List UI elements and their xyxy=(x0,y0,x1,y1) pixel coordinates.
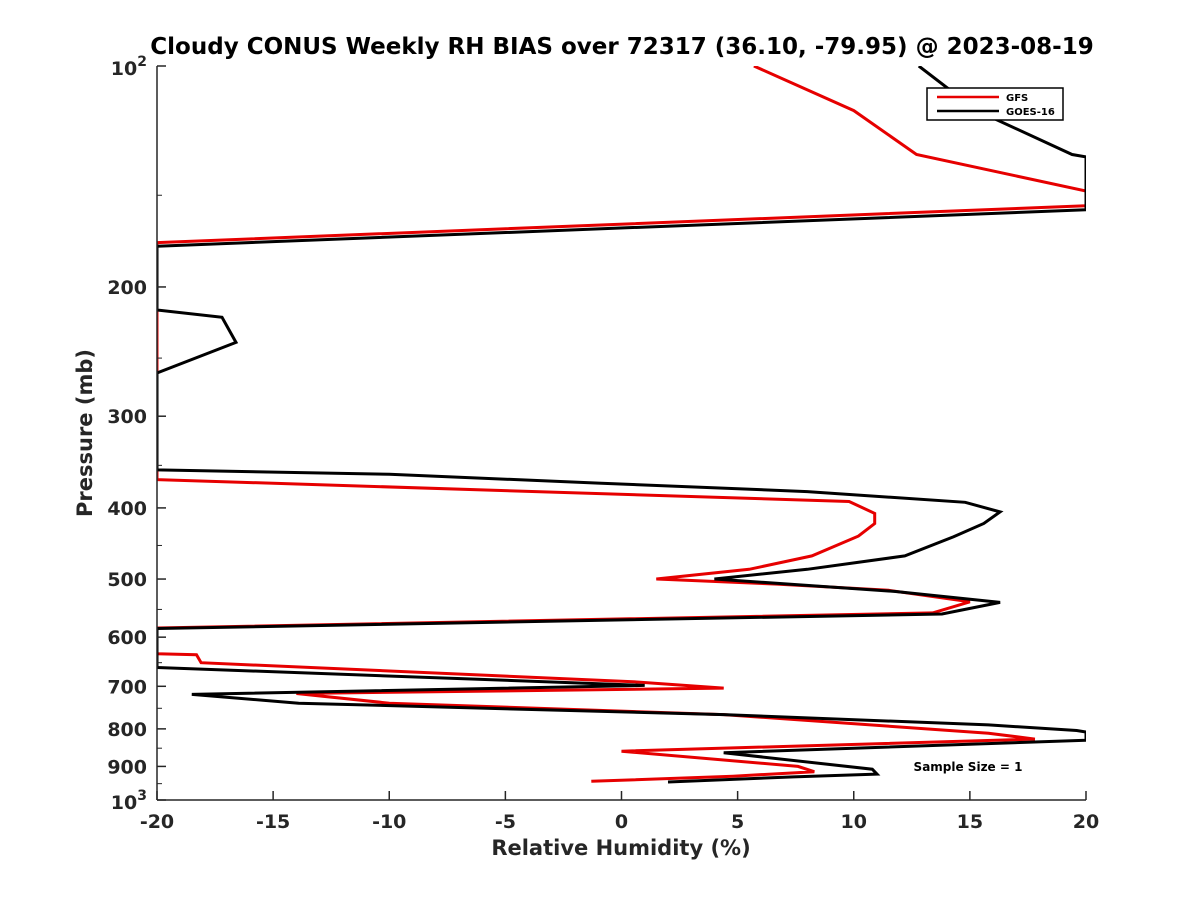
y-tick-label: 800 xyxy=(107,719,147,741)
legend-box xyxy=(926,87,1064,121)
y-tick-label: 500 xyxy=(107,569,147,591)
series-line-0 xyxy=(157,66,1086,783)
x-tick-label: -20 xyxy=(140,811,174,833)
y-tick-label: 300 xyxy=(107,406,147,428)
x-tick-label: 0 xyxy=(615,811,628,833)
sample-size-annotation: Sample Size = 1 xyxy=(914,760,1023,774)
y-exp-label: 103 xyxy=(111,788,147,814)
legend: GFS GOES-16 xyxy=(926,87,1064,121)
y-tick-label: 600 xyxy=(107,627,147,649)
y-exp-label: 102 xyxy=(111,54,147,80)
series-layer xyxy=(157,66,1086,784)
y-tick-label: 400 xyxy=(107,498,147,520)
x-tick-label: 5 xyxy=(731,811,744,833)
x-axis-label: Relative Humidity (%) xyxy=(491,836,750,860)
chart-title: Cloudy CONUS Weekly RH BIAS over 72317 (… xyxy=(150,34,1093,60)
y-tick-label: 200 xyxy=(107,277,147,299)
y-axis-label: Pressure (mb) xyxy=(73,349,97,517)
x-tick-label: 15 xyxy=(957,811,983,833)
x-tick-label: -15 xyxy=(256,811,290,833)
legend-label: GFS xyxy=(1006,93,1028,104)
legend-label: GOES-16 xyxy=(1006,107,1055,118)
y-tick-label: 900 xyxy=(107,756,147,778)
x-tick-label: 10 xyxy=(841,811,867,833)
axes-layer: -20 -15 -10 -5 0 5 10 15 20 200 300 400 500 600 700 800… xyxy=(107,54,1099,833)
x-tick-label: -10 xyxy=(372,811,406,833)
x-tick-label: 20 xyxy=(1073,811,1099,833)
y-tick-label: 700 xyxy=(107,676,147,698)
x-tick-label: -5 xyxy=(495,811,516,833)
series-line-1 xyxy=(157,66,1086,784)
